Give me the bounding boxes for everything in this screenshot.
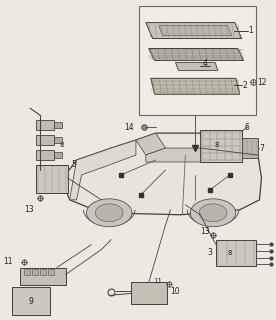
Text: 13: 13 xyxy=(24,205,34,214)
Ellipse shape xyxy=(86,199,132,227)
Text: 11: 11 xyxy=(154,278,163,284)
Polygon shape xyxy=(70,140,136,200)
Bar xyxy=(36,135,54,145)
Text: 4: 4 xyxy=(202,59,207,68)
Text: 9: 9 xyxy=(29,297,34,306)
Bar xyxy=(54,122,62,128)
Polygon shape xyxy=(146,23,242,38)
Bar xyxy=(20,268,66,285)
Bar xyxy=(36,150,54,160)
Bar xyxy=(216,240,256,266)
Ellipse shape xyxy=(95,204,123,222)
Bar xyxy=(131,283,166,304)
Polygon shape xyxy=(136,133,166,155)
Polygon shape xyxy=(176,62,218,70)
Bar xyxy=(242,138,258,158)
Text: 7: 7 xyxy=(259,144,264,153)
Bar xyxy=(36,165,68,193)
Polygon shape xyxy=(146,148,215,162)
Text: 8: 8 xyxy=(215,142,219,148)
Text: 5: 5 xyxy=(72,160,76,170)
Bar xyxy=(36,120,54,130)
Text: 8: 8 xyxy=(60,142,64,148)
Text: 1: 1 xyxy=(249,26,253,35)
Text: 11: 11 xyxy=(3,257,12,266)
Bar xyxy=(200,130,242,162)
Text: 2: 2 xyxy=(243,81,247,90)
Text: 12: 12 xyxy=(258,78,267,87)
Polygon shape xyxy=(149,49,244,60)
Bar xyxy=(48,268,54,276)
Polygon shape xyxy=(159,26,232,36)
Polygon shape xyxy=(62,133,261,215)
Polygon shape xyxy=(215,140,252,162)
Bar xyxy=(139,6,256,115)
Bar xyxy=(32,268,38,276)
Bar xyxy=(24,268,30,276)
Text: 14: 14 xyxy=(124,123,134,132)
Text: 8: 8 xyxy=(228,250,232,256)
Bar xyxy=(40,268,46,276)
Text: 3: 3 xyxy=(207,248,212,257)
Ellipse shape xyxy=(199,204,227,222)
Text: 6: 6 xyxy=(245,123,250,132)
Bar xyxy=(12,287,50,315)
Bar xyxy=(54,152,62,158)
Text: 10: 10 xyxy=(171,287,180,296)
Polygon shape xyxy=(151,78,240,94)
Ellipse shape xyxy=(190,199,236,227)
Bar xyxy=(54,137,62,143)
Text: 13: 13 xyxy=(200,227,210,236)
